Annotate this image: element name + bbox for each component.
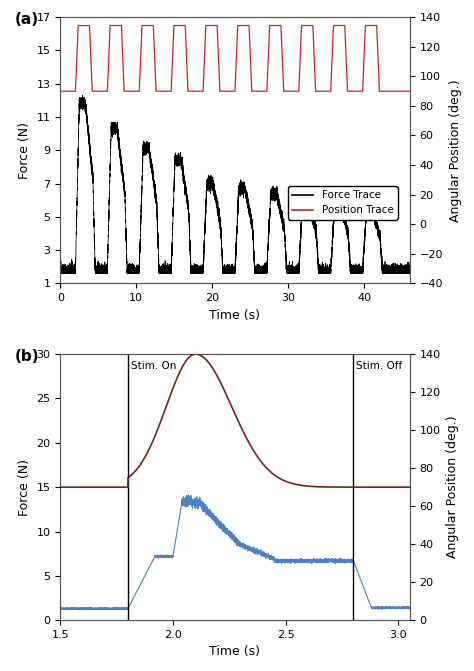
Text: Stim. Off: Stim. Off: [356, 361, 402, 371]
X-axis label: Time (s): Time (s): [210, 309, 261, 321]
Y-axis label: Angular Position (deg.): Angular Position (deg.): [448, 79, 462, 221]
Y-axis label: Force (N): Force (N): [18, 459, 31, 515]
Text: (a): (a): [15, 12, 39, 27]
Y-axis label: Angular Position (deg.): Angular Position (deg.): [446, 416, 459, 558]
Y-axis label: Force (N): Force (N): [18, 121, 31, 178]
Text: Stim. On: Stim. On: [131, 361, 176, 371]
X-axis label: Time (s): Time (s): [210, 646, 261, 658]
Text: (b): (b): [15, 349, 39, 364]
Legend: Force Trace, Position Trace: Force Trace, Position Trace: [288, 186, 398, 219]
